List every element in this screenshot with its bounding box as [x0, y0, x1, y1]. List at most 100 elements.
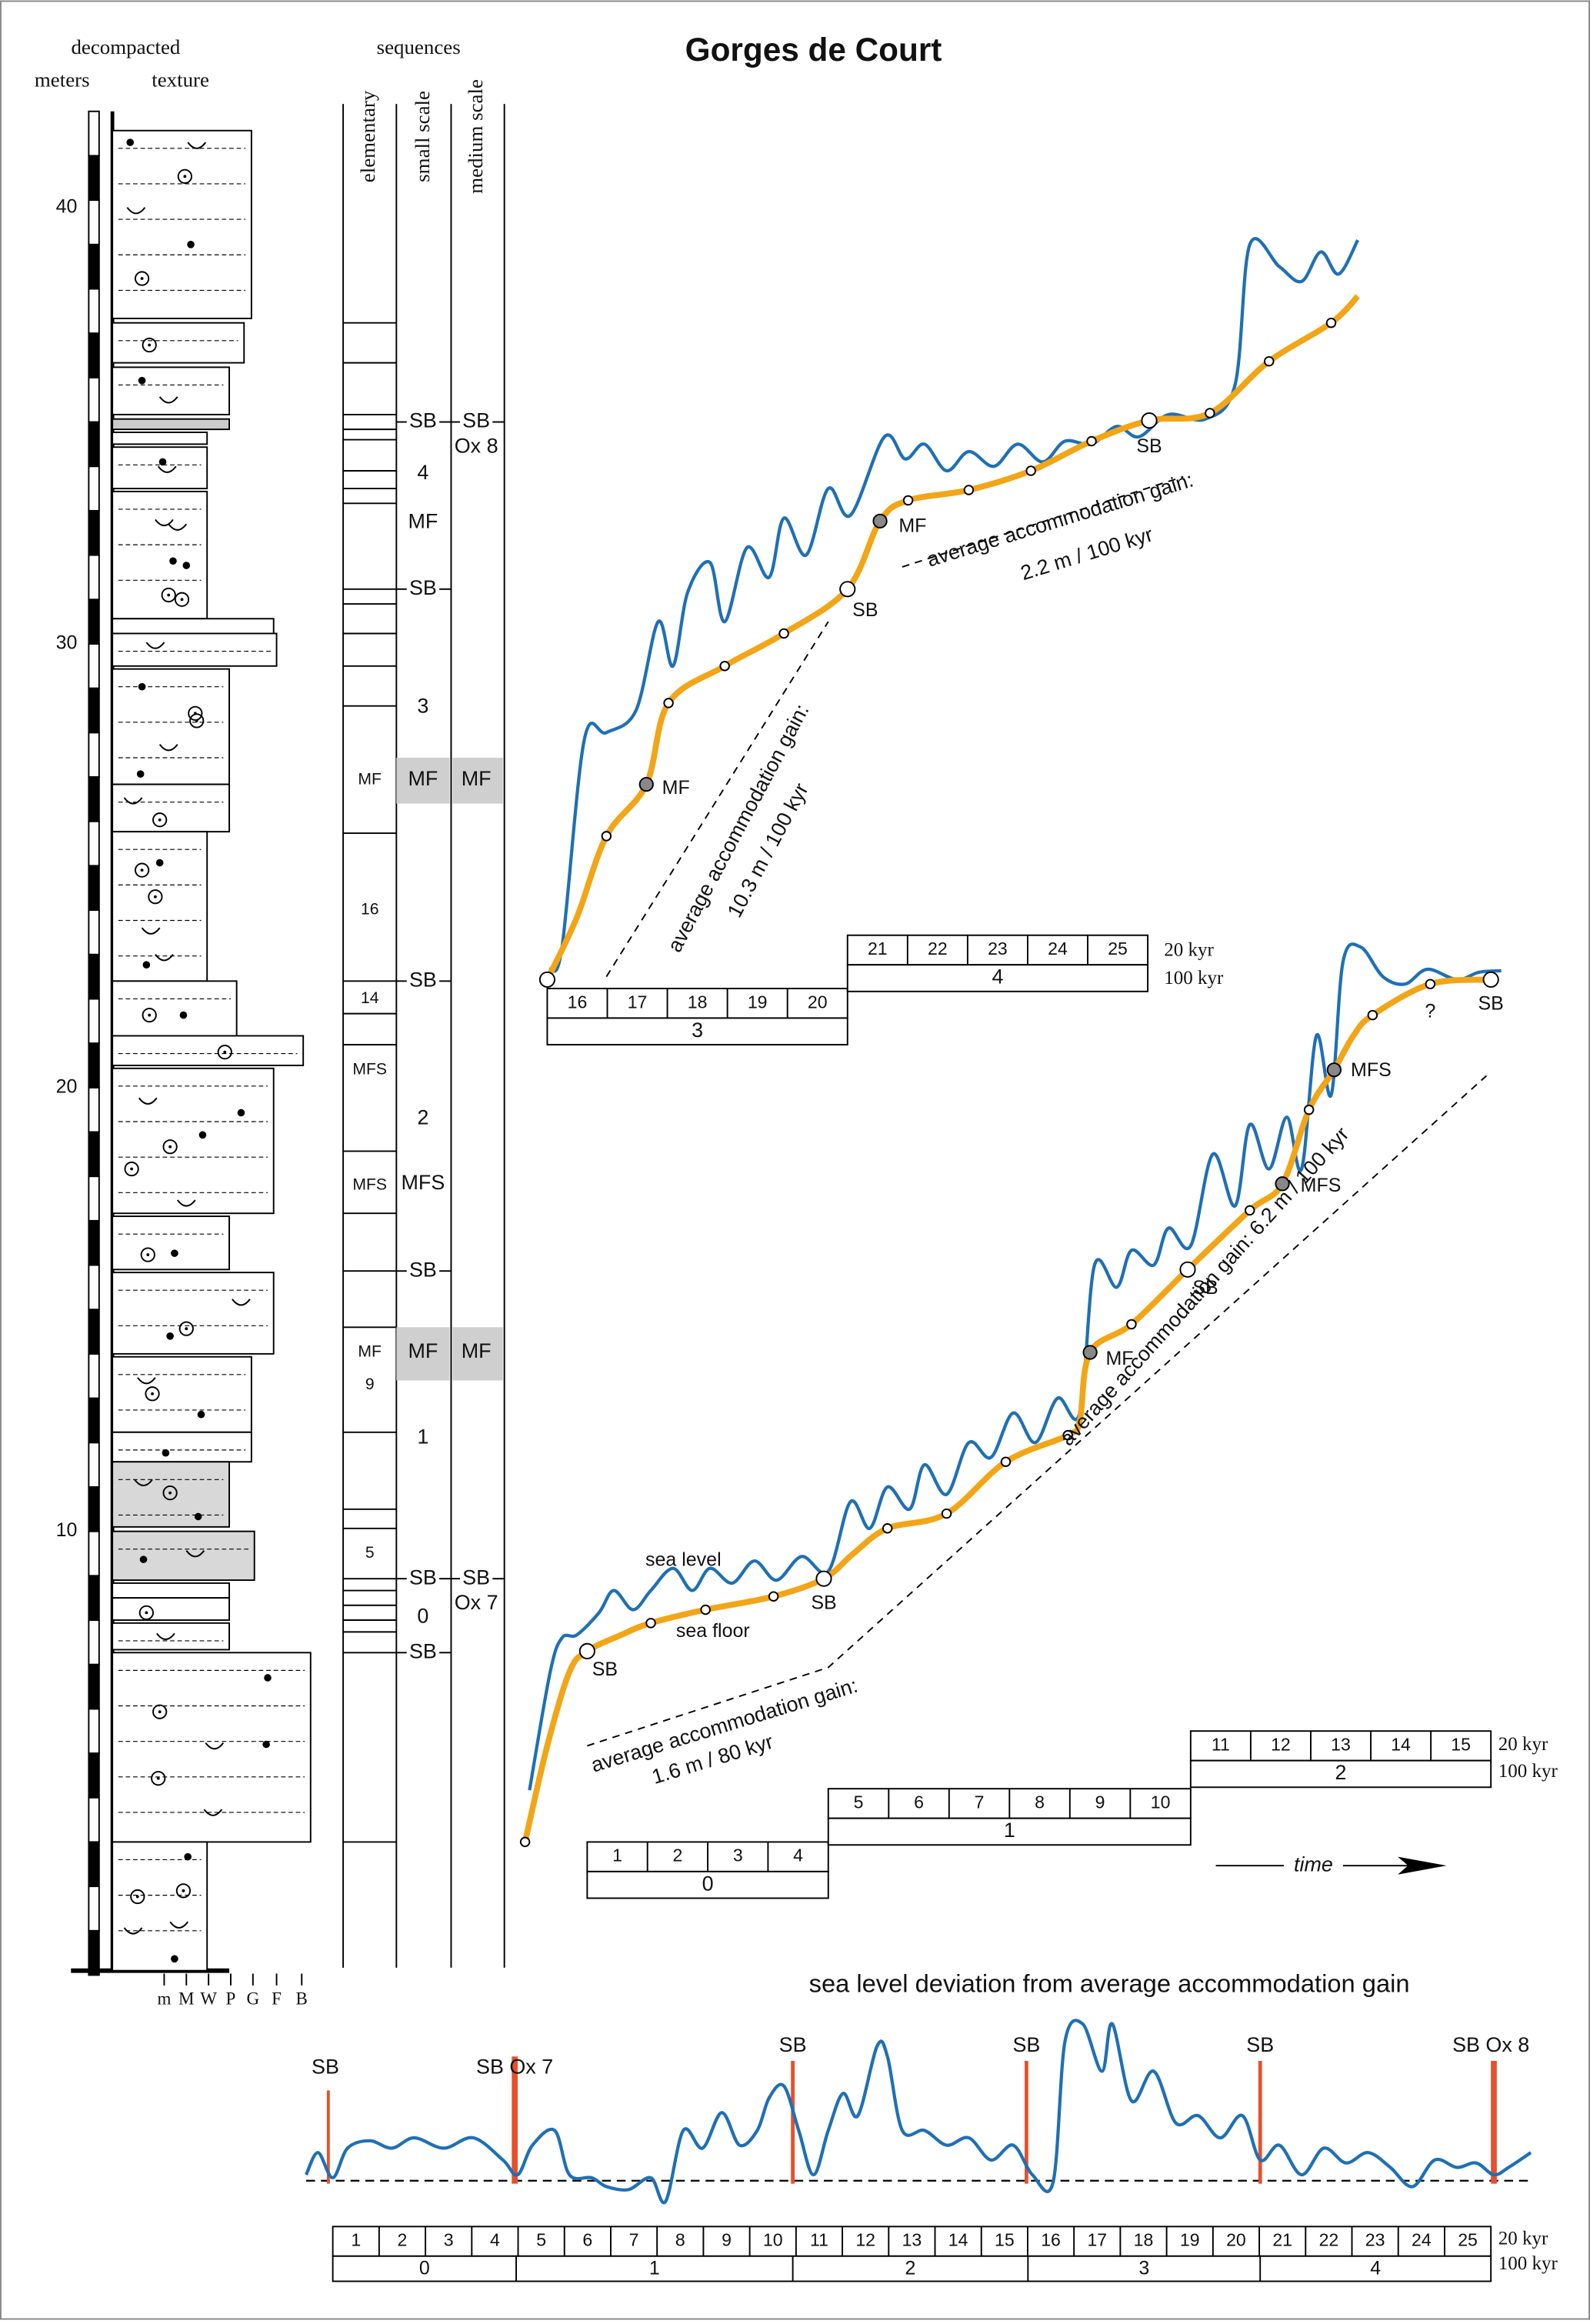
kyr20-label: 1 — [351, 2230, 361, 2250]
kyr20-label: 19 — [748, 992, 768, 1012]
scale-segment — [88, 687, 100, 734]
scale-segment — [88, 1663, 100, 1710]
scale-segment — [88, 332, 100, 378]
small-scale-label: SB — [409, 409, 437, 432]
column-header: small scale — [411, 91, 434, 182]
kyr20-label: 23 — [988, 939, 1008, 959]
fossil — [158, 744, 178, 752]
fossil — [123, 797, 143, 805]
scale-segment — [88, 642, 100, 689]
medium-scale-label: SB — [462, 409, 490, 432]
grain — [182, 562, 191, 569]
kyr20-label: 22 — [1319, 2230, 1339, 2250]
marker — [645, 1618, 656, 1629]
kyr20-label: 7 — [975, 1792, 985, 1812]
small-scale-label: MFS — [402, 1171, 445, 1194]
scale-segment — [88, 243, 100, 290]
timeline-row — [546, 987, 848, 1019]
label: sequences — [377, 35, 461, 58]
depth-label: 10 — [56, 1519, 78, 1541]
texture-label: B — [296, 1988, 308, 2008]
scale-segment — [88, 1530, 100, 1577]
curve-label: MF — [1106, 1348, 1134, 1369]
kyr20-label: 23 — [1365, 2230, 1385, 2250]
ooid-core — [183, 175, 187, 178]
kyr100-label: 1 — [649, 2258, 660, 2279]
small-scale-label: SB — [409, 576, 437, 599]
timeline-row — [546, 1017, 848, 1045]
grain — [155, 859, 164, 867]
texture-label: m — [157, 1988, 171, 2008]
ooid — [142, 337, 157, 353]
bed — [112, 322, 245, 364]
boundary-label: SB Ox 8 — [1452, 2033, 1529, 2056]
curve-label: SB — [1136, 435, 1162, 457]
marker — [719, 661, 730, 672]
sea-floor-curve — [522, 976, 1492, 1843]
kyr20-label: 4 — [490, 2230, 500, 2250]
small-scale-label: 2 — [417, 1105, 428, 1129]
small-scale-label: MF — [408, 767, 438, 790]
mf-box — [396, 1327, 450, 1381]
bed — [112, 129, 252, 319]
ooid-core — [185, 1327, 188, 1331]
ooid — [152, 1704, 168, 1719]
ooid-core — [182, 1889, 185, 1892]
deviation-curve — [305, 2019, 1532, 2205]
marker — [1482, 971, 1499, 988]
unit-label: 20 kyr — [1498, 1734, 1548, 1755]
kyr20-label: 1 — [612, 1846, 622, 1866]
medium-scale-label: MF — [462, 1339, 492, 1362]
marker — [638, 776, 654, 792]
scale-segment — [88, 1042, 100, 1089]
elementary-label: 5 — [365, 1544, 375, 1562]
fossil — [232, 1299, 251, 1306]
bed — [112, 618, 275, 635]
kyr20-label: 15 — [995, 2230, 1015, 2250]
scale-segment — [88, 998, 100, 1045]
kyr20-label: 10 — [1151, 1792, 1171, 1812]
ooid-core — [168, 1491, 172, 1495]
ooid-core — [140, 869, 144, 872]
marker — [1303, 1104, 1315, 1115]
curve-label: SB — [1192, 1277, 1218, 1299]
ooid — [140, 1247, 155, 1262]
bed — [112, 432, 208, 445]
ooid-core — [156, 1776, 160, 1780]
ooid-core — [146, 1253, 150, 1256]
bed — [112, 632, 278, 667]
marker — [778, 628, 789, 639]
elementary-label: MF — [358, 1343, 382, 1361]
fossil — [145, 642, 165, 649]
curve-label: SB — [811, 1592, 836, 1613]
kyr20-label: 24 — [1412, 2230, 1432, 2250]
scale-segment — [88, 110, 100, 157]
column-header: elementary — [356, 90, 379, 182]
bed — [112, 490, 208, 620]
kyr20-label: 7 — [629, 2230, 639, 2250]
small-scale-label: SB — [409, 1258, 437, 1281]
elementary-label: 14 — [361, 989, 379, 1007]
scale-segment — [88, 776, 100, 822]
kyr20-label: 12 — [855, 2230, 875, 2250]
ooid — [178, 1321, 194, 1336]
ooid — [130, 1889, 145, 1905]
texture-label: W — [200, 1988, 217, 2008]
bed — [112, 783, 230, 833]
elementary-label: MFS — [352, 1175, 387, 1193]
scale-segment — [88, 1352, 100, 1399]
bed — [112, 1272, 275, 1355]
kyr100-label: 2 — [905, 2258, 916, 2279]
kyr20-label: 17 — [1087, 2230, 1107, 2250]
unit-label: 100 kyr — [1498, 1761, 1558, 1782]
ooid — [161, 587, 176, 603]
grain — [138, 376, 146, 385]
kyr20-label: 8 — [1035, 1792, 1045, 1812]
scale-segment — [88, 1886, 100, 1932]
curve-label: SB — [592, 1659, 618, 1680]
bed — [112, 366, 230, 415]
ooid — [174, 592, 190, 607]
bed — [112, 446, 208, 490]
fossil — [176, 1199, 196, 1207]
marker — [1325, 317, 1337, 328]
